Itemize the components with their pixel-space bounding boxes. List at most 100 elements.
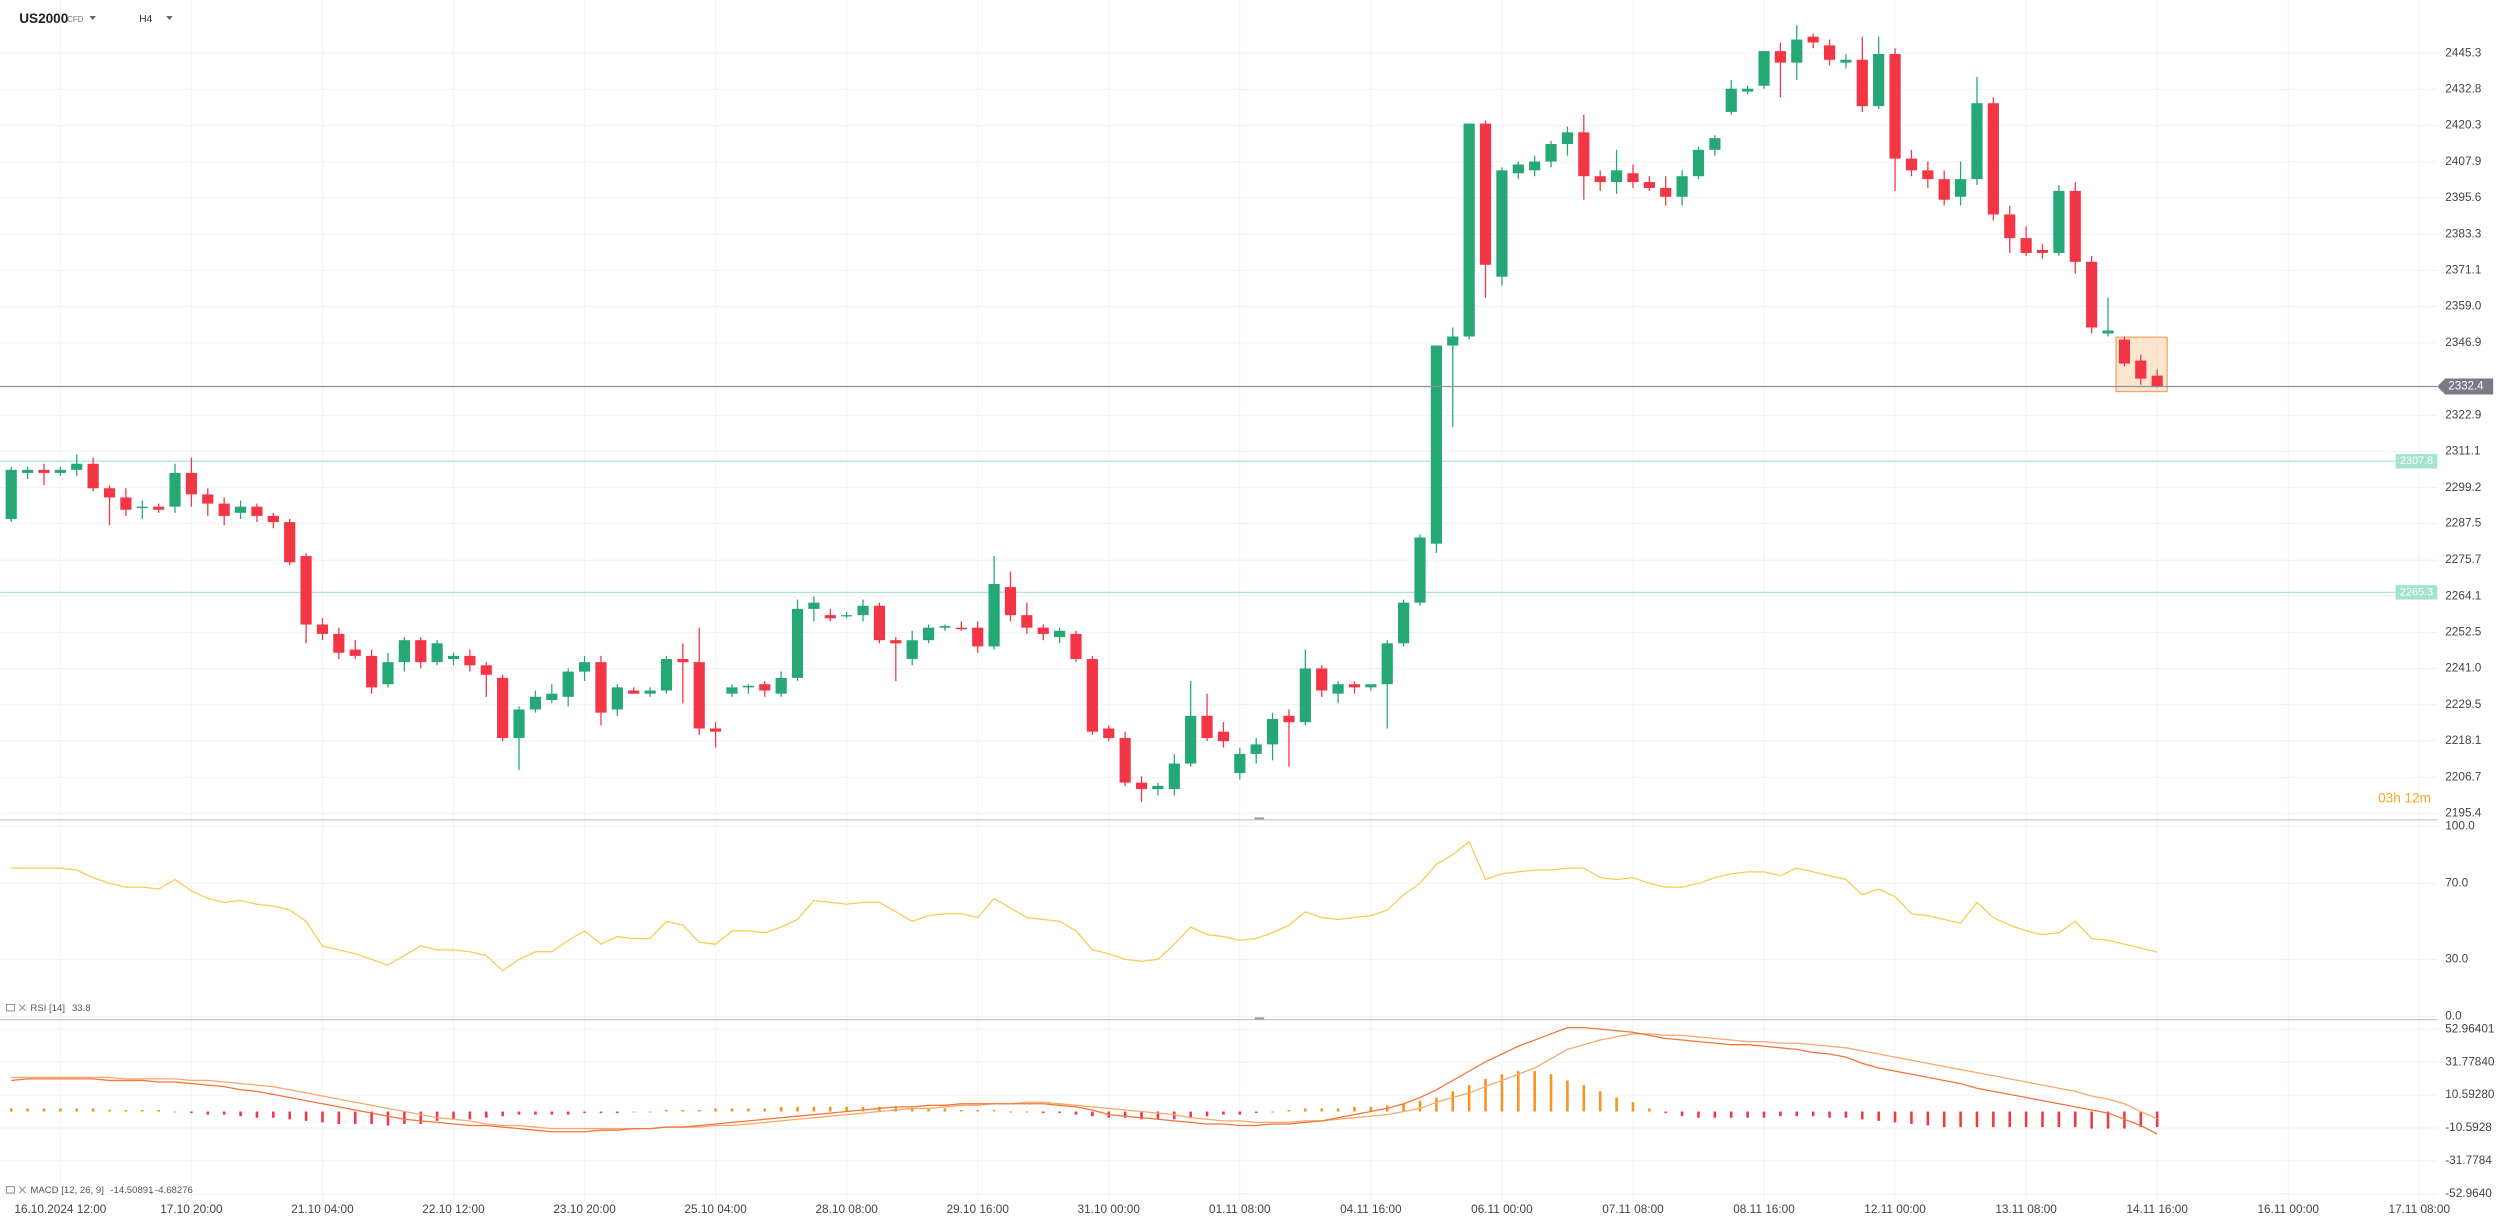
macd-histogram-bar xyxy=(861,1106,865,1112)
candle-body xyxy=(644,690,656,694)
candle-body xyxy=(2020,238,2032,253)
rsi-legend-value: 33.8 xyxy=(72,1003,91,1014)
candle-body xyxy=(1512,164,1524,174)
macd-histogram-bar xyxy=(1648,1108,1651,1112)
macd-histogram-bar xyxy=(255,1111,259,1118)
candle-body xyxy=(1103,728,1115,739)
x-tick-label: 07.11 08:00 xyxy=(1602,1202,1664,1216)
macd-histogram-bar xyxy=(812,1106,816,1112)
candle-body xyxy=(202,494,214,504)
macd-histogram-bar xyxy=(960,1109,963,1112)
macd-histogram-bar xyxy=(1959,1111,1962,1128)
indicator-close-icon[interactable] xyxy=(18,1186,26,1194)
candle-body xyxy=(398,640,410,663)
candle-body xyxy=(169,472,181,507)
candle-body xyxy=(1676,176,1688,197)
candle-body xyxy=(464,655,476,666)
macd-histogram-bar xyxy=(91,1108,95,1112)
macd-histogram-bar xyxy=(1189,1111,1192,1118)
y-tick-label: 2420.3 xyxy=(2445,118,2482,132)
candle-body xyxy=(1823,45,1836,60)
macd-histogram-bar xyxy=(1762,1111,1766,1118)
macd-histogram-bar xyxy=(894,1106,898,1112)
x-tick-label: 06.11 00:00 xyxy=(1471,1202,1533,1216)
candle-body xyxy=(1250,744,1262,754)
candle-body xyxy=(1447,336,1459,346)
macd-histogram-bar xyxy=(583,1111,586,1114)
indicator-settings-icon[interactable] xyxy=(5,1003,15,1012)
candle-body xyxy=(1201,715,1213,739)
candle-body xyxy=(808,602,820,609)
macd-histogram-bar xyxy=(452,1111,455,1120)
timeframe[interactable]: H4 xyxy=(139,14,152,25)
indicator-close-icon[interactable] xyxy=(18,1004,26,1012)
candle-body xyxy=(1086,659,1098,732)
panel-resize-handle[interactable] xyxy=(1254,1017,1265,1020)
x-tick-label: 28.10 08:00 xyxy=(815,1202,878,1216)
macd-histogram-bar xyxy=(1615,1097,1618,1112)
candle-body xyxy=(1348,684,1361,688)
macd-histogram-bar xyxy=(2123,1111,2126,1129)
candle-body xyxy=(1365,684,1377,688)
macd-histogram-bar xyxy=(796,1106,799,1112)
candle-body xyxy=(1840,59,1852,63)
candle-body xyxy=(1692,149,1705,177)
macd-histogram-bar xyxy=(239,1111,242,1117)
candle-body xyxy=(1643,182,1655,188)
y-tick-label: 2299.2 xyxy=(2445,480,2481,494)
indicator-settings-icon[interactable] xyxy=(5,1186,15,1194)
candle-body xyxy=(742,685,754,688)
macd-histogram-bar xyxy=(386,1111,390,1126)
timeframe-dropdown[interactable] xyxy=(166,15,173,20)
macd-histogram-bar xyxy=(1500,1074,1504,1112)
macd-histogram-bar xyxy=(1942,1111,1946,1128)
y-tick-label: 10.59280 xyxy=(2445,1087,2495,1101)
macd-histogram-bar xyxy=(648,1111,652,1113)
x-tick-label: 14.11 16:00 xyxy=(2126,1202,2188,1216)
macd-histogram-bar xyxy=(632,1111,635,1113)
macd-histogram-bar xyxy=(1402,1103,1405,1112)
symbol[interactable]: US2000 xyxy=(19,11,68,26)
panel-resize-handle[interactable] xyxy=(1254,817,1265,820)
candle-body xyxy=(1070,633,1082,660)
y-tick-label: 2322.9 xyxy=(2445,407,2482,421)
macd-histogram-bar xyxy=(1140,1111,1143,1120)
macd-histogram-bar xyxy=(468,1111,472,1120)
candle-body xyxy=(1660,187,1672,197)
macd-histogram-bar xyxy=(304,1111,308,1121)
candle-body xyxy=(1217,731,1230,742)
macd-histogram-bar xyxy=(1058,1111,1061,1114)
macd-histogram-bar xyxy=(222,1111,226,1115)
y-tick-label: -10.5928 xyxy=(2445,1120,2492,1134)
macd-histogram-bar xyxy=(157,1109,160,1112)
candle-body xyxy=(267,515,279,523)
candle-body xyxy=(2118,339,2130,364)
y-tick-label: 31.77840 xyxy=(2445,1054,2495,1068)
candle-body xyxy=(1168,763,1180,790)
candle-body xyxy=(1594,176,1606,183)
candle-body xyxy=(120,497,132,510)
candle-body xyxy=(1316,668,1328,691)
macd-histogram-bar xyxy=(321,1111,324,1123)
candle-body xyxy=(1545,143,1557,162)
candle-body xyxy=(824,615,836,619)
y-tick-label: 52.96401 xyxy=(2445,1021,2494,1035)
macd-histogram-bar xyxy=(1975,1111,1979,1128)
macd-histogram-bar xyxy=(42,1108,46,1112)
macd-histogram-bar xyxy=(75,1108,79,1112)
macd-histogram-bar xyxy=(1680,1111,1684,1117)
candle-body xyxy=(1610,170,1623,183)
macd-histogram-bar xyxy=(992,1109,996,1112)
symbol-dropdown[interactable] xyxy=(89,15,96,20)
rsi-line xyxy=(11,840,2158,972)
y-tick-label: 2407.9 xyxy=(2445,154,2482,168)
candle-body xyxy=(857,605,869,616)
macd-legend-value: -14.50891 xyxy=(110,1185,153,1196)
macd-histogram-bar xyxy=(1287,1109,1291,1112)
candle-body xyxy=(1430,345,1442,544)
candle-body xyxy=(1414,537,1426,603)
candle-body xyxy=(480,665,492,675)
macd-histogram-bar xyxy=(927,1108,930,1112)
candle-body xyxy=(1905,158,1918,171)
